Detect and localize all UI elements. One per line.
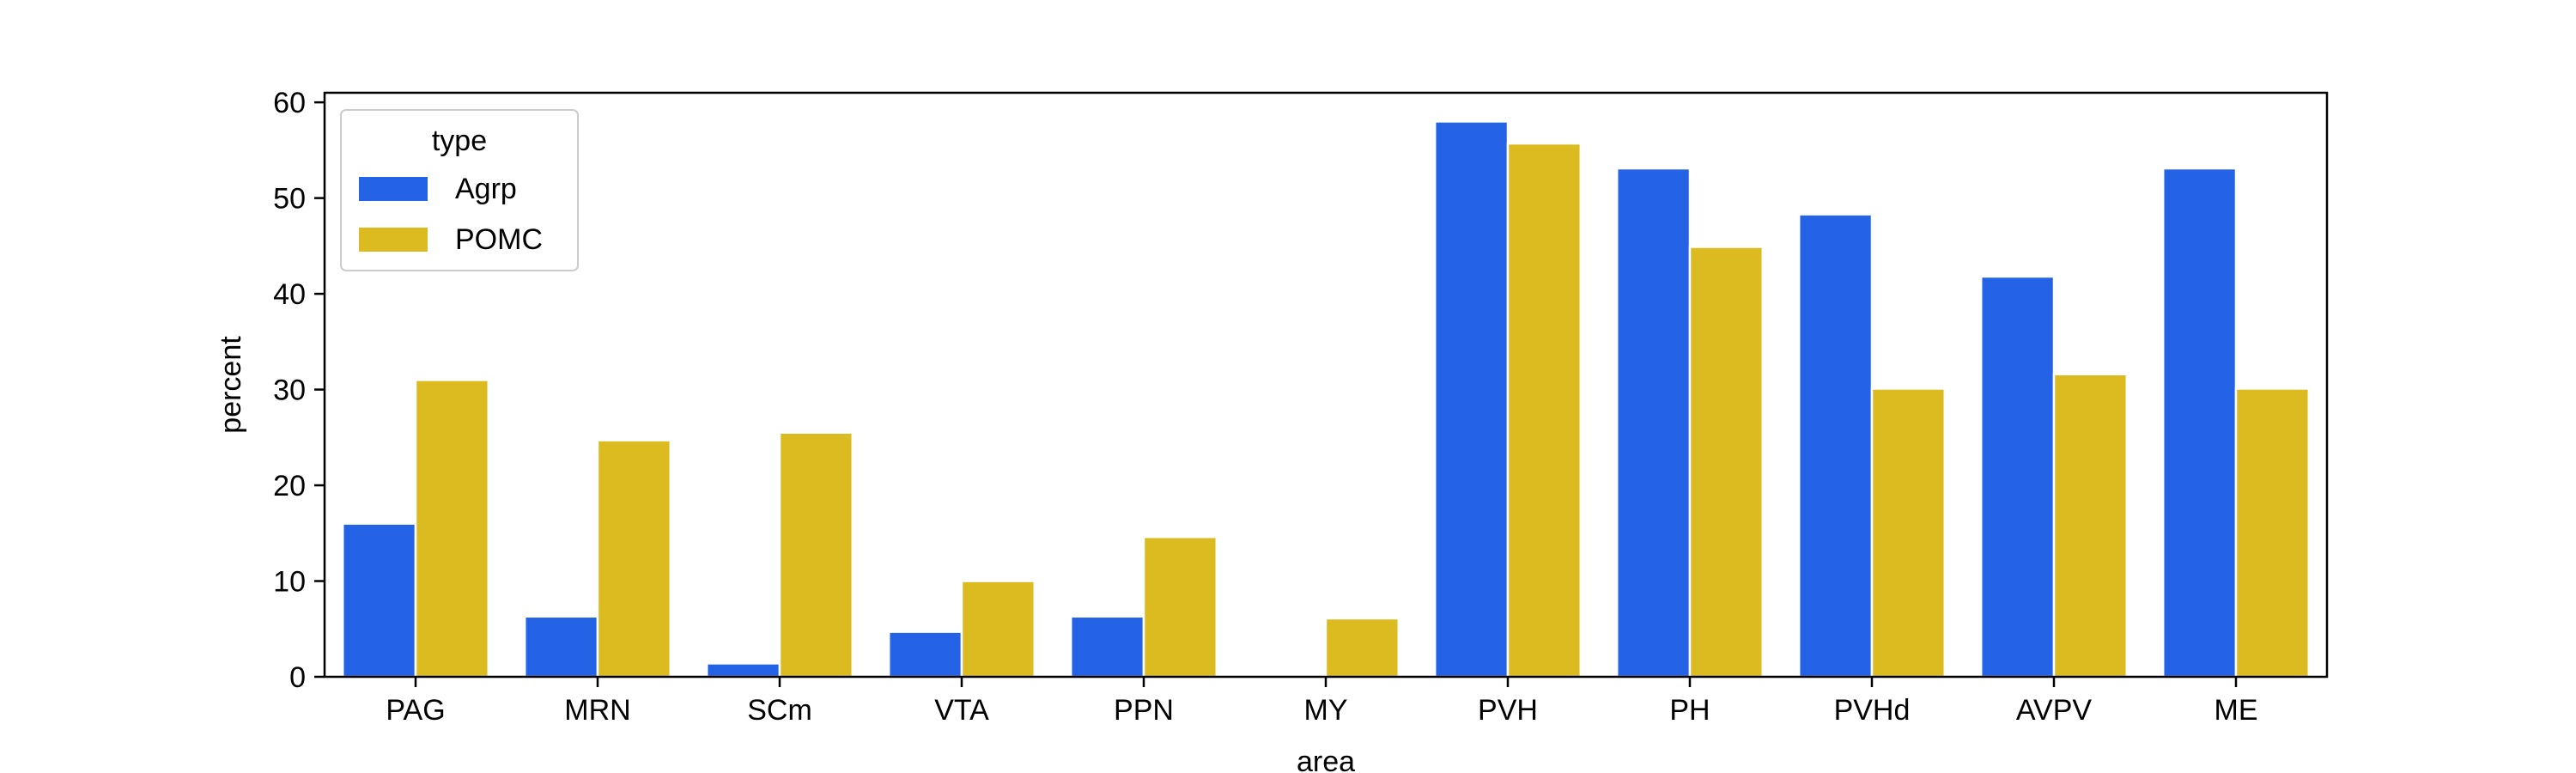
y-tick-label: 0: [289, 661, 306, 694]
bar-agrp-scm: [705, 662, 781, 679]
x-tick-label-avpv: AVPV: [2016, 694, 2093, 727]
legend-swatch-pomc: [359, 228, 428, 252]
legend-swatch-agrp: [359, 177, 428, 201]
y-tick-label: 10: [273, 566, 306, 599]
x-tick-label-scm: SCm: [747, 694, 812, 727]
bar-agrp-pag: [341, 522, 417, 679]
bar-agrp-pvh: [1433, 120, 1510, 679]
x-tick-label-my: MY: [1304, 694, 1348, 727]
bar-pomc-my: [1324, 617, 1400, 679]
legend-label-pomc: POMC: [455, 223, 543, 256]
bar-agrp-vta: [887, 630, 963, 679]
x-tick-label-ph: PH: [1669, 694, 1710, 727]
x-tick-label-pvh: PVH: [1478, 694, 1538, 727]
bar-agrp-me: [2161, 167, 2238, 679]
bars-layer: [341, 120, 2311, 679]
bar-pomc-vta: [960, 580, 1036, 679]
bar-agrp-pvhd: [1797, 213, 1874, 679]
bar-agrp-ppn: [1069, 615, 1145, 679]
bar-pomc-pvh: [1506, 142, 1583, 679]
x-axis-label: area: [1297, 746, 1355, 773]
y-tick-label: 60: [273, 87, 306, 119]
bar-pomc-pvhd: [1870, 387, 1947, 679]
legend: type Agrp POMC: [340, 109, 579, 271]
y-axis-label: percent: [215, 336, 247, 434]
bar-agrp-mrn: [523, 615, 599, 679]
bar-pomc-pag: [414, 379, 490, 679]
bar-pomc-ph: [1688, 246, 1765, 679]
x-tick-label-vta: VTA: [934, 694, 989, 727]
x-tick-label-mrn: MRN: [564, 694, 630, 727]
x-tick-label-me: ME: [2215, 694, 2258, 727]
x-axis: PAG MRN SCm VTA PPN MY PVH PH PVHd AVPV ME: [386, 677, 2258, 727]
y-axis: 0 10 20 30 40 50 60: [273, 87, 325, 694]
y-tick-label: 20: [273, 470, 306, 502]
bar-pomc-mrn: [596, 439, 672, 679]
x-tick-label-pag: PAG: [386, 694, 445, 727]
legend-title: type: [432, 125, 487, 157]
bar-pomc-scm: [778, 431, 854, 679]
bar-agrp-avpv: [1979, 275, 2056, 679]
y-tick-label: 40: [273, 278, 306, 311]
y-tick-label: 50: [273, 183, 306, 216]
bar-agrp-ph: [1615, 167, 1692, 679]
bar-pomc-ppn: [1142, 535, 1218, 679]
x-tick-label-pvhd: PVHd: [1834, 694, 1911, 727]
y-tick-label: 30: [273, 374, 306, 407]
bar-pomc-me: [2234, 387, 2311, 679]
bar-pomc-avpv: [2052, 373, 2129, 679]
x-tick-label-ppn: PPN: [1114, 694, 1174, 727]
legend-label-agrp: Agrp: [455, 173, 517, 205]
